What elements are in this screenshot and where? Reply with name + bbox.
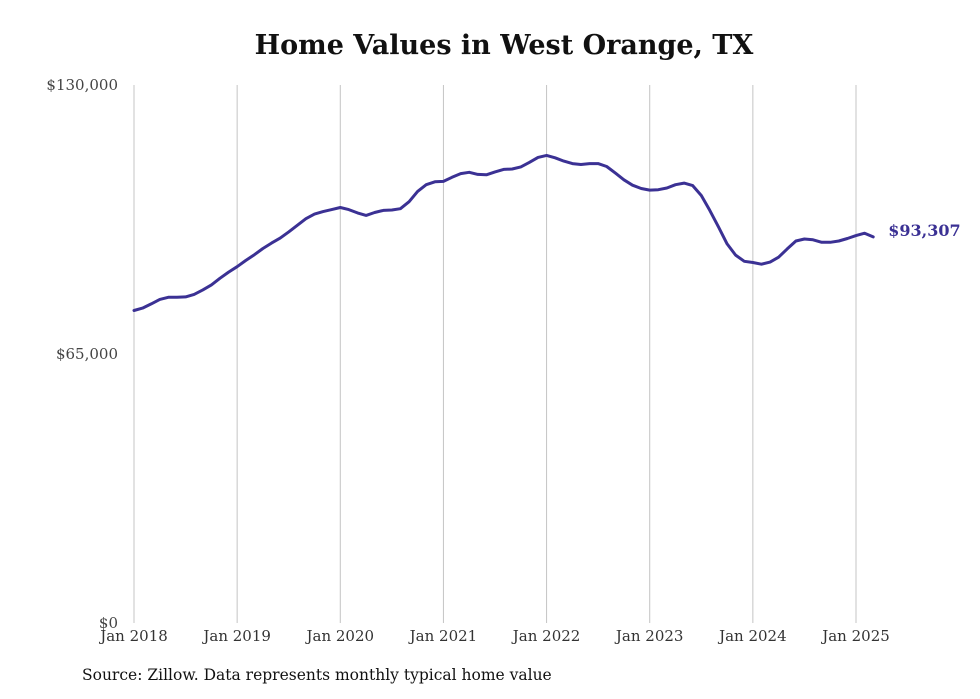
x-tick-label: Jan 2023 (614, 627, 684, 645)
y-tick-label: $65,000 (56, 345, 118, 363)
chart-title: Home Values in West Orange, TX (254, 30, 754, 61)
label-layer: $93,307 (888, 221, 960, 240)
x-tick-label: Jan 2022 (511, 627, 581, 645)
x-tick-label: Jan 2020 (305, 627, 375, 645)
x-tick-label: Jan 2021 (408, 627, 478, 645)
source-note: Source: Zillow. Data represents monthly … (82, 666, 552, 684)
gridlines (133, 85, 857, 623)
x-tick-label: Jan 2024 (717, 627, 787, 645)
x-tick-label: Jan 2025 (820, 627, 890, 645)
y-tick-label: $130,000 (46, 76, 118, 94)
x-axis-ticks: Jan 2018 Jan 2019 Jan 2020 Jan 2021 Jan 2022… (98, 627, 890, 645)
y-axis-ticks: $0 $65,000 $130,000 (46, 76, 118, 632)
series-layer (132, 153, 875, 312)
end-value-label: $93,307 (888, 221, 960, 240)
x-tick-label: Jan 2018 (98, 627, 168, 645)
y-tick-label: $0 (99, 614, 118, 632)
series-line (132, 153, 875, 312)
x-tick-label: Jan 2019 (201, 627, 271, 645)
